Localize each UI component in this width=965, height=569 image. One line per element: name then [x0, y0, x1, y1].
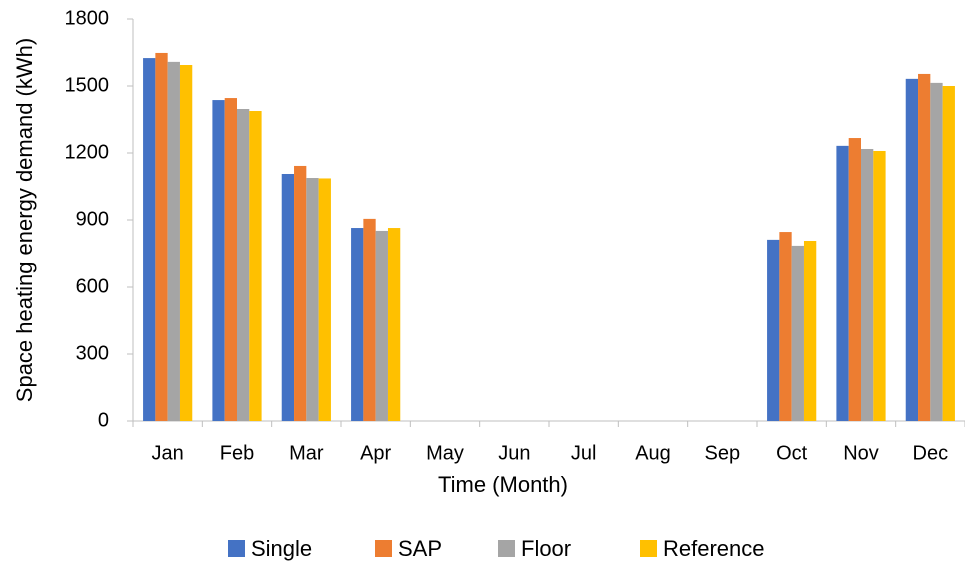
bar	[179, 65, 193, 422]
x-tick-label: Feb	[220, 442, 254, 464]
bar	[848, 138, 861, 421]
x-tick-label: Jan	[152, 442, 184, 464]
bar	[918, 73, 931, 421]
y-axis-title: Space heating energy demand (kWh)	[12, 38, 37, 402]
y-tick-label: 1500	[65, 74, 110, 96]
bar	[387, 228, 401, 421]
bar	[873, 150, 886, 422]
legend-label: Reference	[663, 536, 765, 561]
bar	[363, 218, 376, 421]
legend-label: Floor	[521, 536, 571, 561]
legend-swatch	[375, 540, 392, 557]
legend-label: SAP	[398, 536, 442, 561]
y-tick-label: 900	[76, 208, 109, 230]
bar	[212, 100, 225, 421]
bar	[237, 109, 250, 422]
y-tick-label: 600	[76, 275, 109, 297]
bar	[155, 52, 168, 422]
legend-swatch	[498, 540, 515, 557]
y-tick-label: 0	[98, 409, 109, 431]
bar	[318, 178, 331, 421]
x-tick-label: Nov	[843, 442, 879, 464]
bar	[905, 78, 919, 421]
bar	[306, 178, 319, 421]
x-tick-label: Dec	[913, 442, 949, 464]
x-tick-label: Aug	[635, 442, 671, 464]
y-tick-label: 300	[76, 342, 109, 364]
bar	[861, 148, 874, 422]
bar	[779, 232, 792, 421]
legend-swatch	[228, 540, 245, 557]
bar	[791, 245, 804, 421]
bar	[836, 145, 849, 421]
bar	[767, 239, 780, 421]
x-tick-label: Oct	[776, 442, 808, 464]
bar	[249, 111, 262, 421]
bar	[351, 228, 364, 421]
legend-label: Single	[251, 536, 312, 561]
bar	[942, 86, 955, 421]
bar	[803, 240, 817, 421]
bar	[167, 61, 180, 421]
x-tick-label: Mar	[289, 442, 324, 464]
bar	[224, 98, 237, 421]
x-tick-label: Jun	[498, 442, 530, 464]
x-tick-label: May	[426, 442, 464, 464]
bar	[375, 230, 388, 421]
x-axis-title: Time (Month)	[438, 472, 568, 497]
bar	[294, 165, 307, 421]
x-tick-label: Jul	[571, 442, 597, 464]
x-tick-label: Sep	[705, 442, 741, 464]
bar	[281, 173, 295, 421]
legend-swatch	[640, 540, 657, 557]
y-tick-label: 1800	[65, 7, 110, 29]
bar	[930, 82, 943, 421]
bar	[143, 58, 156, 421]
y-tick-label: 1200	[65, 141, 110, 163]
x-tick-label: Apr	[360, 442, 391, 464]
